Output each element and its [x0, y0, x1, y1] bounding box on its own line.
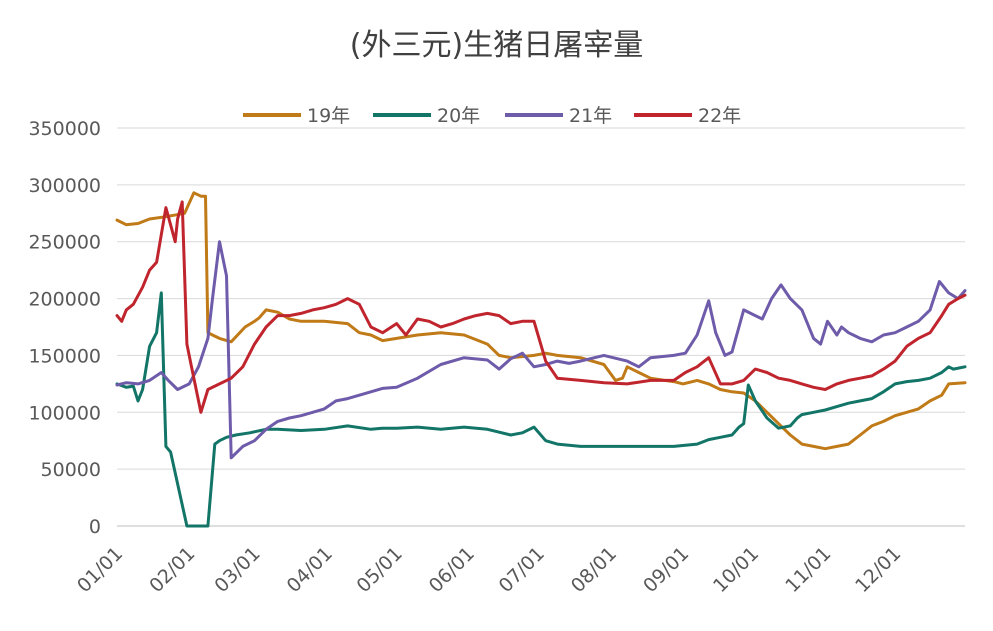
y-tick-label: 300000 — [28, 175, 101, 197]
y-tick-label: 0 — [89, 516, 101, 538]
legend-label-3: 21年 — [569, 105, 612, 127]
y-tick-label: 250000 — [28, 232, 101, 254]
x-tick-label: 07/01 — [495, 543, 549, 597]
series-line-4 — [115, 200, 967, 414]
y-tick-label: 150000 — [28, 345, 101, 367]
y-tick-label: 200000 — [28, 289, 101, 311]
legend-label-2: 20年 — [437, 105, 480, 127]
x-tick-label: 12/01 — [851, 543, 905, 597]
x-tick-label: 11/01 — [781, 543, 835, 597]
x-tick-label: 03/01 — [210, 543, 264, 597]
legend-label-1: 19年 — [307, 105, 350, 127]
x-tick-label: 04/01 — [283, 543, 337, 597]
x-tick-label: 02/01 — [145, 543, 199, 597]
series-line-2 — [115, 291, 967, 528]
y-tick-label: 50000 — [41, 459, 101, 481]
x-tick-label: 06/01 — [425, 543, 479, 597]
y-tick-label: 100000 — [28, 402, 101, 424]
y-tick-label: 350000 — [28, 118, 101, 140]
legend-label-4: 22年 — [698, 105, 741, 127]
x-tick-label: 05/01 — [353, 543, 407, 597]
x-tick-label: 01/01 — [73, 543, 127, 597]
series-line-1 — [115, 191, 967, 451]
series-line-3 — [115, 240, 967, 460]
x-tick-label: 10/01 — [709, 543, 763, 597]
x-tick-label: 09/01 — [639, 543, 693, 597]
x-tick-label: 08/01 — [567, 543, 621, 597]
chart-title: (外三元)生猪日屠宰量 — [349, 28, 644, 63]
